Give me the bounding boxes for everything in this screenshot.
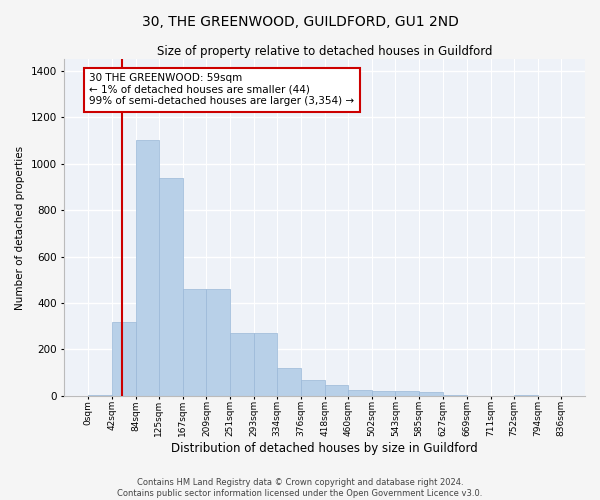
- Text: 30, THE GREENWOOD, GUILDFORD, GU1 2ND: 30, THE GREENWOOD, GUILDFORD, GU1 2ND: [142, 15, 458, 29]
- Bar: [254, 333, 277, 396]
- Bar: [372, 392, 395, 396]
- Bar: [419, 392, 443, 396]
- X-axis label: Distribution of detached houses by size in Guildford: Distribution of detached houses by size …: [172, 442, 478, 455]
- Text: Contains HM Land Registry data © Crown copyright and database right 2024.
Contai: Contains HM Land Registry data © Crown c…: [118, 478, 482, 498]
- Bar: [230, 333, 254, 396]
- Bar: [277, 368, 301, 396]
- Bar: [395, 392, 419, 396]
- Bar: [443, 394, 467, 396]
- Bar: [325, 386, 349, 396]
- Bar: [301, 380, 325, 396]
- Bar: [514, 394, 538, 396]
- Y-axis label: Number of detached properties: Number of detached properties: [15, 146, 25, 310]
- Bar: [182, 289, 206, 396]
- Title: Size of property relative to detached houses in Guildford: Size of property relative to detached ho…: [157, 45, 493, 58]
- Bar: [136, 140, 159, 396]
- Bar: [349, 390, 372, 396]
- Bar: [112, 322, 136, 396]
- Bar: [206, 289, 230, 396]
- Text: 30 THE GREENWOOD: 59sqm
← 1% of detached houses are smaller (44)
99% of semi-det: 30 THE GREENWOOD: 59sqm ← 1% of detached…: [89, 73, 355, 106]
- Bar: [159, 178, 182, 396]
- Bar: [88, 394, 112, 396]
